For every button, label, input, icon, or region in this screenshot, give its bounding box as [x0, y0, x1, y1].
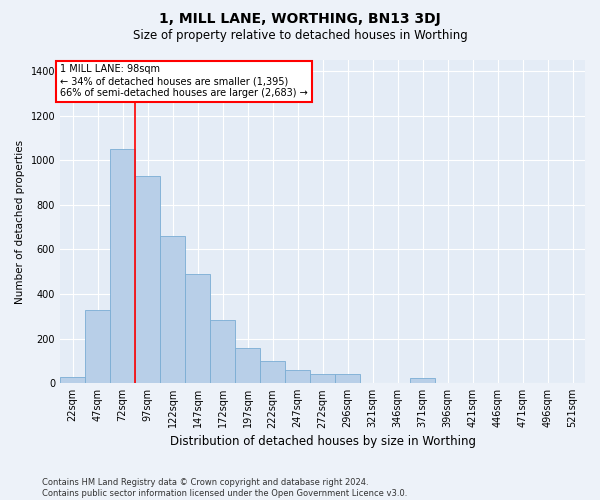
Bar — [285, 370, 310, 383]
Bar — [260, 361, 285, 383]
Text: Contains HM Land Registry data © Crown copyright and database right 2024.
Contai: Contains HM Land Registry data © Crown c… — [42, 478, 407, 498]
X-axis label: Distribution of detached houses by size in Worthing: Distribution of detached houses by size … — [170, 434, 476, 448]
Bar — [160, 236, 185, 383]
Bar — [210, 320, 235, 383]
Bar — [310, 374, 335, 383]
Bar — [110, 149, 135, 383]
Bar — [185, 274, 210, 383]
Bar — [60, 376, 85, 383]
Bar — [410, 378, 435, 383]
Text: Size of property relative to detached houses in Worthing: Size of property relative to detached ho… — [133, 29, 467, 42]
Bar — [335, 374, 360, 383]
Y-axis label: Number of detached properties: Number of detached properties — [15, 140, 25, 304]
Text: 1 MILL LANE: 98sqm
← 34% of detached houses are smaller (1,395)
66% of semi-deta: 1 MILL LANE: 98sqm ← 34% of detached hou… — [60, 64, 308, 98]
Text: 1, MILL LANE, WORTHING, BN13 3DJ: 1, MILL LANE, WORTHING, BN13 3DJ — [159, 12, 441, 26]
Bar — [235, 348, 260, 383]
Bar — [135, 176, 160, 383]
Bar — [85, 310, 110, 383]
